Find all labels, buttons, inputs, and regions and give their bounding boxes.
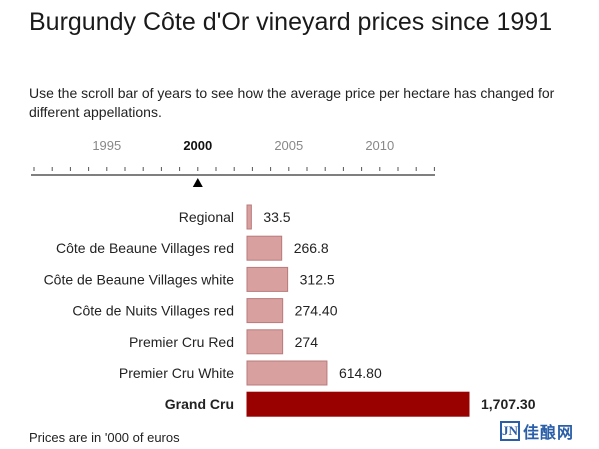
chart-title: Burgundy Côte d'Or vineyard prices since… xyxy=(29,8,553,36)
category-label: Premier Cru Red xyxy=(129,334,234,350)
watermark: JN 佳酿网 xyxy=(500,420,574,442)
year-marker-icon[interactable] xyxy=(192,178,203,187)
bar xyxy=(246,329,284,355)
watermark-logo: JN xyxy=(500,421,520,441)
value-label: 312.5 xyxy=(300,271,335,287)
bar xyxy=(246,360,328,386)
value-label: 1,707.30 xyxy=(481,396,536,412)
category-label: Côte de Beaune Villages white xyxy=(44,271,235,287)
watermark-text: 佳酿网 xyxy=(523,423,575,442)
value-label: 274 xyxy=(295,334,319,350)
timeline-year-label[interactable]: 2000 xyxy=(183,138,212,153)
year-timeline-scrollbar[interactable]: 1995 2000 2005 2010 xyxy=(0,130,599,190)
category-label: Côte de Beaune Villages red xyxy=(56,240,234,256)
bar xyxy=(246,235,283,261)
timeline-year-label[interactable]: 2010 xyxy=(365,138,394,153)
timeline-year-label[interactable]: 1995 xyxy=(92,138,121,153)
bar xyxy=(246,266,289,292)
category-label: Regional xyxy=(179,209,234,225)
footnote: Prices are in '000 of euros xyxy=(29,430,180,445)
category-label: Grand Cru xyxy=(165,396,234,412)
category-label: Côte de Nuits Villages red xyxy=(72,303,234,319)
value-label: 614.80 xyxy=(339,365,382,381)
timeline-year-label[interactable]: 2005 xyxy=(274,138,303,153)
chart-subtitle: Use the scroll bar of years to see how t… xyxy=(29,85,555,120)
bar-chart: Regional 33.5 Côte de Beaune Villages red 2… xyxy=(44,204,536,417)
value-label: 266.8 xyxy=(294,240,329,256)
bar xyxy=(246,204,252,230)
bar xyxy=(246,298,284,324)
bar xyxy=(246,391,470,417)
value-label: 274.40 xyxy=(295,303,338,319)
value-label: 33.5 xyxy=(263,209,290,225)
category-label: Premier Cru White xyxy=(119,365,234,381)
